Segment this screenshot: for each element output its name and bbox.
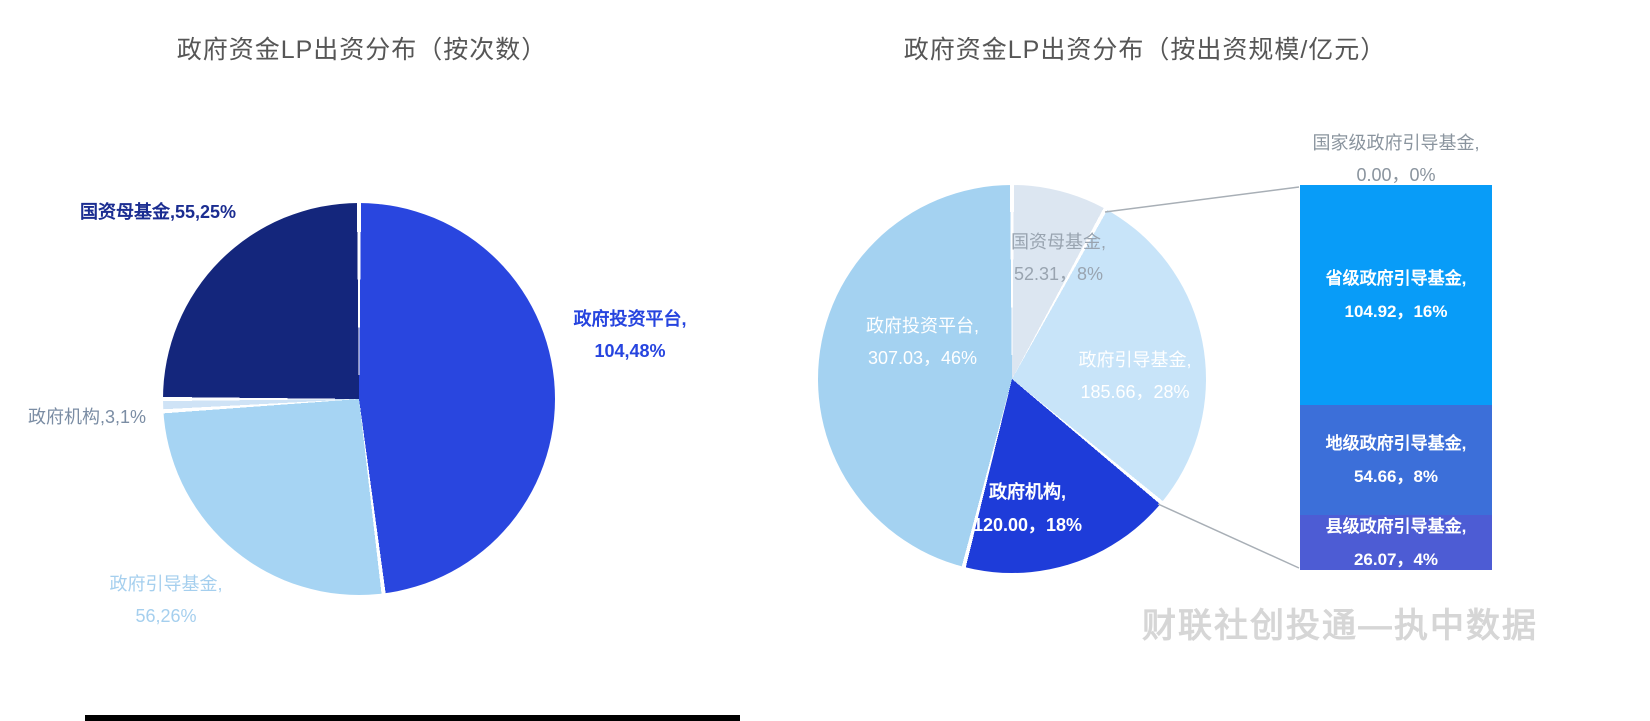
left-label-yindaojijin-line2: 56,26% — [135, 606, 197, 626]
right-label-jigou-line1: 政府机构, — [988, 482, 1066, 502]
left-label-touzipingtai-line1: 政府投资平台, — [573, 309, 687, 329]
right-label-yindaojijin: 政府引导基金, 185.66，28% — [1040, 344, 1230, 408]
bar-segment-label-line1: 地级政府引导基金, — [1325, 434, 1467, 453]
bar-segment-label-line1: 县级政府引导基金, — [1325, 516, 1467, 536]
left-label-touzipingtai: 政府投资平台, 104,48% — [540, 303, 720, 367]
right-label-jigou: 政府机构, 120.00，18% — [935, 476, 1120, 542]
right-label-touzipingtai-line1: 政府投资平台, — [865, 316, 979, 336]
bottom-border-line — [85, 715, 740, 721]
left-label-yindaojijin: 政府引导基金, 56,26% — [66, 568, 266, 632]
right-pie — [818, 185, 1206, 573]
right-label-guozimujijin-line1: 国资母基金, — [1010, 232, 1106, 252]
right-label-touzipingtai: 政府投资平台, 307.03，46% — [830, 310, 1015, 374]
bar-segment: 县级政府引导基金, 26.07，4% — [1300, 515, 1492, 570]
left-label-guozimujijin: 国资母基金,55,25% — [80, 202, 237, 222]
bar-segment-label-line1: 省级政府引导基金, — [1325, 269, 1467, 288]
right-label-guozimujijin: 国资母基金, 52.31，8% — [966, 226, 1151, 290]
breakdown-bar: 省级政府引导基金, 104.92，16% 地级政府引导基金, 54.66，8% … — [1300, 185, 1492, 570]
watermark: 财联社创投通—执中数据 — [1142, 607, 1538, 645]
bottom-leader-line — [1157, 503, 1300, 569]
right-label-yindaojijin-line2: 185.66，28% — [1080, 382, 1190, 402]
right-chart-title: 政府资金LP出资分布（按出资规模/亿元） — [903, 36, 1387, 64]
left-pie — [163, 203, 555, 595]
left-label-yindaojijin-line1: 政府引导基金, — [109, 574, 223, 594]
left-chart-title: 政府资金LP出资分布（按次数） — [176, 36, 548, 64]
bar-top-label: 国家级政府引导基金, 0.00，0% — [1300, 127, 1492, 191]
bar-segment-label-line2: 54.66，8% — [1353, 467, 1439, 486]
right-label-guozimujijin-line2: 52.31，8% — [1013, 264, 1104, 284]
bar-segment-label-line2: 104.92，16% — [1344, 302, 1448, 321]
top-leader-line — [1104, 186, 1300, 213]
bar-top-label-line1: 国家级政府引导基金, — [1312, 133, 1480, 153]
bar-top-label-line2: 0.00，0% — [1356, 165, 1436, 185]
right-label-yindaojijin-line1: 政府引导基金, — [1078, 350, 1192, 370]
left-label-jigou: 政府机构,3,1% — [28, 407, 147, 427]
left-label-touzipingtai-line2: 104,48% — [594, 341, 666, 361]
bar-segment: 省级政府引导基金, 104.92，16% — [1300, 185, 1492, 405]
right-label-jigou-line2: 120.00，18% — [972, 515, 1083, 535]
bar-segment-label-line2: 26.07，4% — [1353, 549, 1439, 569]
right-label-touzipingtai-line2: 307.03，46% — [867, 348, 978, 368]
bar-segment: 地级政府引导基金, 54.66，8% — [1300, 405, 1492, 515]
